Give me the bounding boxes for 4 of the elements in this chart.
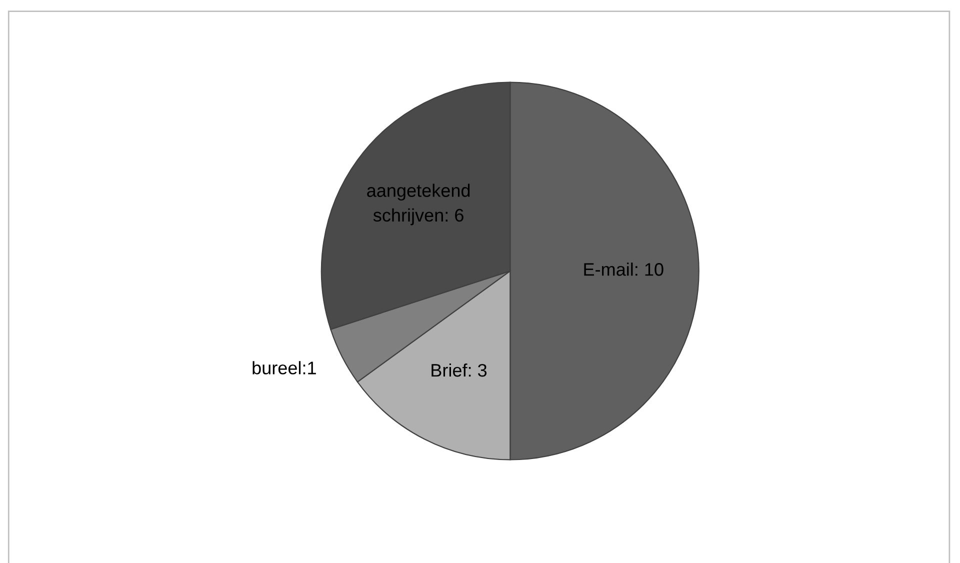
- slice-label: E-mail: 10: [584, 262, 664, 276]
- slice-label: Brief: 3: [432, 363, 487, 377]
- slice-label: bureel:1: [252, 361, 316, 374]
- slice-label: aangetekend schrijven: 6: [367, 184, 470, 226]
